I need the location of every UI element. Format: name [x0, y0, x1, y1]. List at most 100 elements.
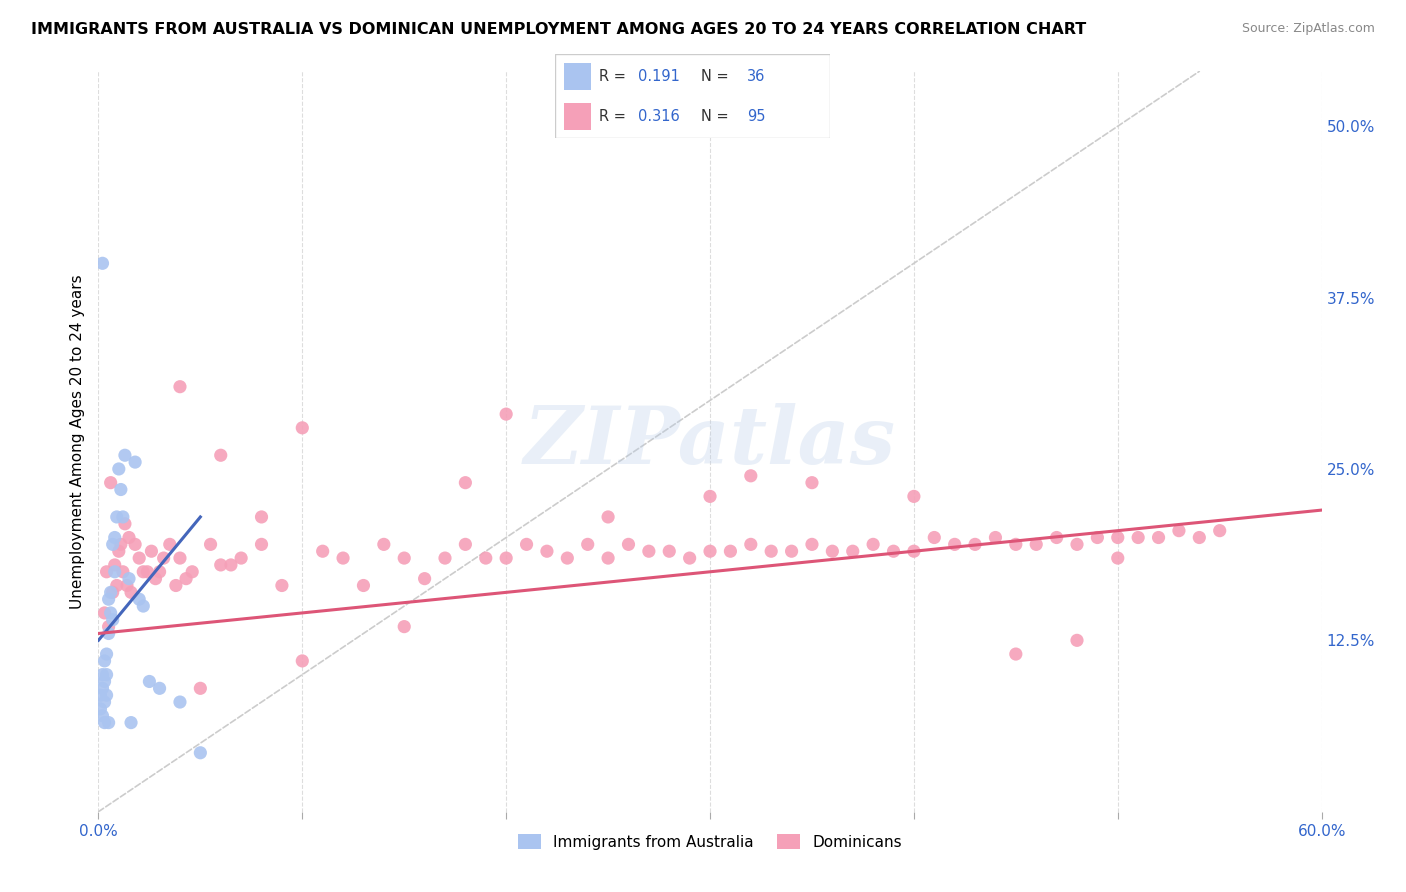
Point [943, 537, 966, 551]
Text: ZIPatlas: ZIPatlas [524, 403, 896, 480]
Point [209, 448, 232, 462]
Point [801, 475, 824, 490]
Point [250, 510, 273, 524]
Point [100, 475, 122, 490]
FancyBboxPatch shape [555, 54, 830, 138]
Point [96, 565, 118, 579]
Text: 0.316: 0.316 [638, 109, 679, 124]
Point [555, 551, 579, 566]
Point [124, 537, 146, 551]
Point [1066, 633, 1088, 648]
Point [181, 565, 204, 579]
Point [209, 558, 232, 572]
Point [145, 572, 167, 586]
Point [1107, 531, 1129, 545]
Point [658, 544, 681, 558]
Point [97, 619, 120, 633]
Text: R =: R = [599, 109, 631, 124]
Point [1004, 537, 1026, 551]
Point [100, 585, 122, 599]
Text: 0.191: 0.191 [638, 69, 679, 84]
Point [1128, 531, 1150, 545]
Point [392, 551, 416, 566]
Point [101, 585, 124, 599]
Point [91, 667, 114, 681]
Point [149, 565, 172, 579]
Point [124, 455, 146, 469]
Point [780, 544, 803, 558]
Point [984, 531, 1007, 545]
Point [93, 695, 115, 709]
Point [101, 537, 124, 551]
Point [434, 551, 457, 566]
Point [101, 613, 124, 627]
Point [1025, 537, 1047, 551]
Point [111, 510, 134, 524]
Point [1107, 551, 1129, 566]
Text: 95: 95 [748, 109, 766, 124]
Legend: Immigrants from Australia, Dominicans: Immigrants from Australia, Dominicans [512, 828, 908, 856]
Point [128, 592, 150, 607]
Point [617, 537, 640, 551]
Point [169, 551, 191, 566]
Point [373, 537, 395, 551]
Point [118, 531, 141, 545]
Point [108, 462, 131, 476]
Point [270, 578, 294, 592]
Point [120, 715, 142, 730]
Point [188, 746, 212, 760]
Point [93, 674, 115, 689]
Point [93, 606, 115, 620]
Point [104, 558, 127, 572]
Point [1045, 531, 1069, 545]
Point [169, 695, 191, 709]
Point [761, 544, 783, 558]
Point [96, 688, 118, 702]
Point [536, 544, 558, 558]
Point [740, 468, 762, 483]
Point [97, 626, 120, 640]
Point [128, 551, 150, 566]
Point [97, 592, 120, 607]
Point [188, 681, 212, 696]
Text: N =: N = [700, 109, 733, 124]
Point [120, 585, 142, 599]
Y-axis label: Unemployment Among Ages 20 to 24 years: Unemployment Among Ages 20 to 24 years [69, 274, 84, 609]
Point [89, 688, 111, 702]
Point [114, 516, 136, 531]
Point [111, 565, 134, 579]
Point [291, 654, 314, 668]
Point [93, 715, 115, 730]
Point [110, 483, 132, 497]
Point [96, 667, 118, 681]
Point [965, 537, 987, 551]
Point [576, 537, 599, 551]
Point [108, 544, 131, 558]
Point [93, 654, 115, 668]
FancyBboxPatch shape [564, 62, 591, 90]
Text: N =: N = [700, 69, 733, 84]
Point [114, 448, 136, 462]
Text: 36: 36 [748, 69, 766, 84]
Point [169, 380, 191, 394]
Point [149, 681, 172, 696]
Point [104, 531, 127, 545]
Point [174, 572, 197, 586]
Point [883, 544, 905, 558]
Point [96, 647, 118, 661]
Point [1147, 531, 1170, 545]
Point [392, 619, 416, 633]
Point [152, 551, 174, 566]
Point [312, 544, 335, 558]
Text: IMMIGRANTS FROM AUSTRALIA VS DOMINICAN UNEMPLOYMENT AMONG AGES 20 TO 24 YEARS CO: IMMIGRANTS FROM AUSTRALIA VS DOMINICAN U… [31, 22, 1087, 37]
Point [903, 489, 925, 503]
Point [1167, 524, 1189, 538]
Point [598, 510, 620, 524]
Point [138, 674, 160, 689]
Text: R =: R = [599, 69, 631, 84]
Point [105, 578, 128, 592]
Point [495, 407, 517, 421]
Point [801, 537, 824, 551]
Point [1004, 647, 1026, 661]
Point [637, 544, 661, 558]
